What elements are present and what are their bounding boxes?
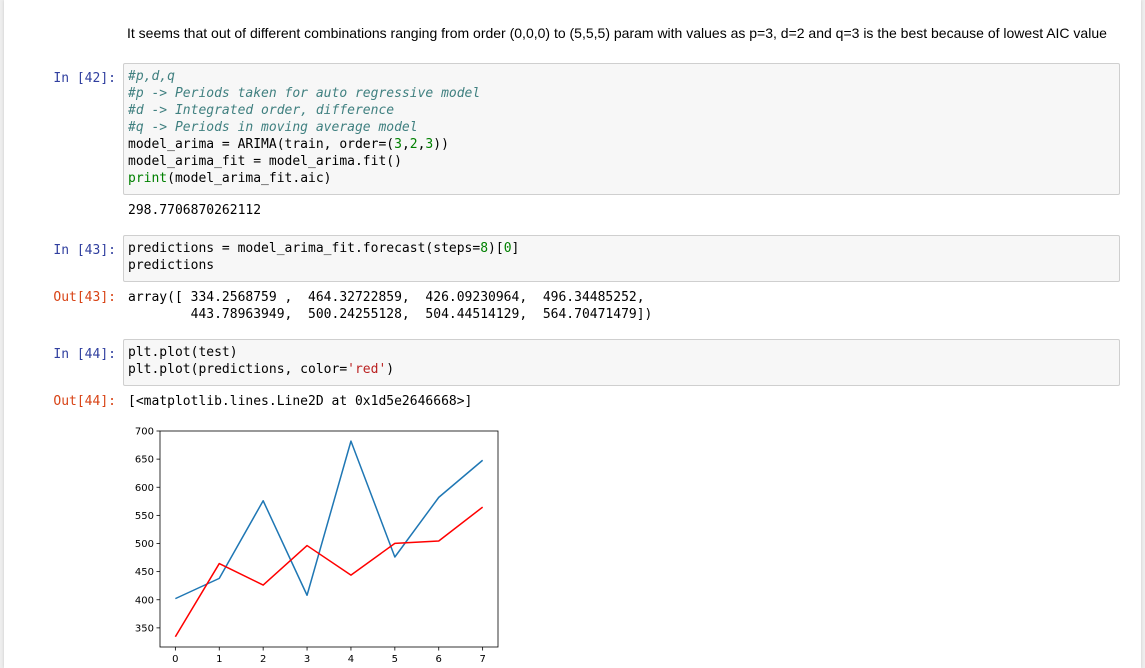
code-token: #p -> Periods taken for auto regressive … [128, 86, 481, 101]
code-token: print [128, 171, 168, 186]
y-tick-label: 350 [135, 623, 154, 634]
x-tick-label: 3 [304, 654, 310, 665]
x-tick-label: 0 [172, 654, 178, 665]
code-token: 3 [425, 137, 434, 152]
y-tick-label: 500 [135, 539, 154, 550]
markdown-text: It seems that out of different combinati… [127, 25, 1107, 41]
code-token: predictions = model_arima_fit.forecast(s… [128, 241, 481, 256]
code-input-cell[interactable]: plt.plot(test) plt.plot(predictions, col… [123, 339, 1120, 386]
code-token: ] [511, 241, 520, 256]
y-tick-label: 600 [135, 483, 154, 494]
cell-output-text: 298.7706870262112 [128, 203, 262, 218]
code-token: , [401, 137, 410, 152]
y-tick-label: 650 [135, 455, 154, 466]
y-tick-label: 400 [135, 595, 154, 606]
line-plot: 350 400 450 500 550 600 650 700 0 1 2 3 4 5 6 7 [135, 427, 499, 665]
code-input-cell[interactable]: #p,d,q #p -> Periods taken for auto regr… [123, 63, 1120, 195]
code-token: #d -> Integrated order, difference [128, 103, 395, 118]
y-tick-label: 550 [135, 511, 154, 522]
code-token: #q -> Periods in moving average model [128, 120, 418, 135]
notebook-page: It seems that out of different combinati… [4, 0, 1141, 668]
series-line-predictions [174, 506, 484, 638]
code-token: #p,d,q [128, 69, 175, 84]
code-token: plt.plot(test) [128, 345, 238, 360]
code-token: )[ [488, 241, 504, 256]
code-token: predictions [128, 258, 215, 273]
code-token: 'red' [347, 362, 387, 377]
code-token: plt.plot(predictions, color= [128, 362, 348, 377]
x-tick-label: 1 [216, 654, 222, 665]
code-token: 8 [480, 241, 489, 256]
code-token: 2 [409, 137, 418, 152]
x-tick-label: 7 [479, 654, 485, 665]
cell-output-text: array([ 334.2568759 , 464.32722859, 426.… [128, 290, 653, 322]
plot-area-frame [159, 430, 499, 648]
code-token: (model_arima_fit.aic) [167, 171, 332, 186]
code-editor[interactable]: predictions = model_arima_fit.forecast(s… [128, 240, 1115, 274]
series-line-test [175, 440, 484, 600]
x-tick-label: 4 [348, 654, 354, 665]
output-prompt: Out[43]: [53, 290, 116, 305]
output-prompt: Out[44]: [53, 394, 116, 409]
input-prompt: In [42]: [53, 71, 116, 86]
code-editor[interactable]: #p,d,q #p -> Periods taken for auto regr… [128, 68, 1115, 187]
code-token: 3 [394, 137, 402, 152]
code-token: ) [386, 362, 395, 377]
code-token: model_arima = ARIMA(train, order=( [128, 137, 395, 152]
code-token: , [417, 137, 426, 152]
code-input-cell[interactable]: predictions = model_arima_fit.forecast(s… [123, 235, 1120, 282]
y-tick-label: 700 [135, 427, 154, 438]
x-tick-label: 2 [260, 654, 266, 665]
y-tick-label: 450 [135, 567, 154, 578]
code-editor[interactable]: plt.plot(test) plt.plot(predictions, col… [128, 344, 1115, 378]
x-tick-label: 5 [392, 654, 398, 665]
cell-output-text: [<matplotlib.lines.Line2D at 0x1d5e26466… [128, 394, 473, 409]
code-token: )) [433, 137, 449, 152]
code-token: model_arima_fit = model_arima.fit() [128, 154, 402, 169]
input-prompt: In [44]: [53, 347, 116, 362]
code-token: 0 [503, 241, 512, 256]
x-tick-label: 6 [436, 654, 442, 665]
input-prompt: In [43]: [53, 243, 116, 258]
